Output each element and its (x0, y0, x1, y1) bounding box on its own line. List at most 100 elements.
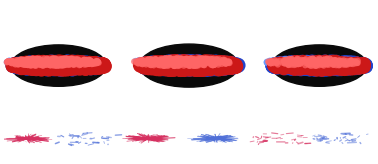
Point (153, 64, 159, 66)
Point (357, 62, 363, 64)
Point (86, 59, 92, 62)
Point (42, 61, 48, 63)
Point (296, 67, 302, 69)
Point (205, 60, 211, 63)
Point (94, 66, 101, 68)
Point (202, 62, 208, 64)
Point (40, 60, 46, 62)
Point (74, 65, 80, 68)
Point (158, 65, 164, 68)
Point (192, 61, 198, 64)
Point (293, 60, 299, 63)
Point (87, 63, 93, 65)
Point (43, 66, 50, 69)
Point (90, 62, 96, 64)
Point (326, 64, 332, 67)
Point (62, 63, 68, 66)
Point (36, 62, 42, 65)
Point (343, 63, 349, 66)
Point (265, 60, 271, 63)
Point (331, 67, 337, 70)
Point (75, 62, 81, 64)
Point (74, 66, 80, 68)
Point (43, 61, 49, 63)
Point (8, 61, 14, 63)
Point (162, 58, 168, 61)
Point (19, 64, 25, 67)
Point (348, 63, 354, 65)
Point (281, 67, 287, 69)
Point (299, 63, 305, 66)
Point (36, 61, 42, 64)
Point (17, 65, 23, 68)
Point (287, 64, 293, 66)
Point (48, 61, 54, 63)
Point (25, 64, 31, 67)
Point (324, 60, 330, 62)
Point (87, 62, 93, 64)
Point (53, 58, 59, 61)
Point (186, 60, 192, 63)
Point (268, 60, 274, 63)
Point (153, 65, 160, 68)
Point (344, 61, 350, 64)
Point (181, 63, 187, 66)
Point (217, 67, 223, 70)
Point (297, 66, 303, 69)
Point (61, 63, 67, 66)
Point (82, 66, 88, 68)
Point (313, 67, 319, 69)
Point (34, 59, 40, 62)
Point (292, 62, 298, 64)
Point (62, 67, 68, 70)
Point (66, 67, 72, 70)
Point (349, 63, 355, 66)
Point (187, 68, 193, 71)
Point (90, 62, 96, 64)
Point (345, 61, 352, 63)
Point (308, 67, 314, 69)
Point (294, 62, 300, 64)
Point (307, 58, 313, 61)
Point (189, 57, 195, 60)
Point (147, 65, 153, 68)
Point (26, 59, 32, 62)
Point (87, 65, 93, 68)
Point (208, 63, 214, 66)
Point (204, 62, 210, 64)
Point (172, 64, 178, 66)
Point (310, 62, 316, 65)
Point (35, 66, 41, 69)
Point (59, 66, 65, 69)
Point (35, 65, 41, 67)
Point (13, 65, 19, 68)
Point (50, 62, 56, 64)
Point (177, 66, 183, 68)
Point (80, 62, 86, 65)
Point (191, 63, 197, 66)
Point (79, 65, 85, 68)
Point (86, 65, 92, 68)
Point (72, 61, 78, 64)
Point (293, 67, 299, 69)
Point (309, 64, 315, 66)
Point (313, 67, 319, 70)
Point (270, 60, 276, 62)
Point (175, 60, 181, 62)
Point (285, 63, 291, 66)
Point (306, 62, 312, 65)
Point (34, 66, 40, 69)
Point (157, 64, 163, 67)
Point (164, 57, 170, 60)
Point (88, 62, 94, 65)
Point (194, 62, 200, 64)
Point (11, 63, 17, 66)
Point (183, 67, 189, 70)
Point (320, 62, 326, 64)
Point (212, 63, 218, 66)
Point (270, 60, 276, 62)
Point (51, 64, 57, 67)
Point (301, 61, 307, 63)
Point (148, 64, 154, 66)
Point (154, 62, 160, 65)
